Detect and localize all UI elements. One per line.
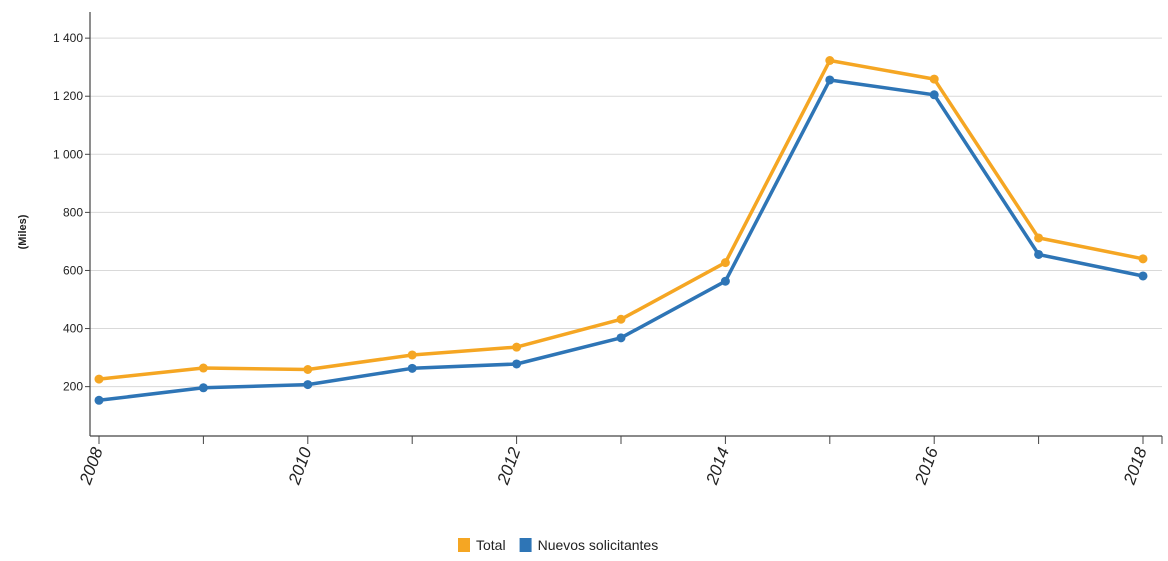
data-point: [825, 55, 835, 65]
data-point: [1138, 271, 1148, 281]
x-tick-label: 2012: [493, 444, 524, 487]
x-tick-label: 2010: [284, 444, 315, 487]
data-point: [303, 380, 313, 390]
y-tick-label: 1 400: [53, 31, 83, 45]
x-tick-label: 2016: [911, 444, 942, 487]
legend-swatch: [519, 538, 532, 552]
data-point: [720, 258, 730, 268]
y-axis-label: (Miles): [17, 214, 29, 249]
data-points: [94, 55, 1148, 405]
data-point: [407, 350, 417, 360]
y-axis-label-group: (Miles): [17, 214, 29, 249]
series-line: [97, 78, 1145, 403]
series-line: [97, 58, 1145, 381]
data-point: [198, 363, 208, 373]
data-point: [929, 90, 939, 100]
data-point: [825, 75, 835, 85]
legend: Total Nuevos solicitantes: [458, 537, 658, 553]
x-tick-label: 2008: [76, 444, 107, 487]
data-point: [512, 359, 522, 369]
data-point: [94, 374, 104, 384]
legend-label: Total: [476, 537, 506, 553]
data-point: [929, 74, 939, 84]
legend-label: Nuevos solicitantes: [538, 537, 659, 553]
y-tick-label: 1 200: [53, 89, 83, 103]
data-point: [198, 383, 208, 393]
y-tick-label: 1 000: [53, 147, 83, 161]
data-point: [1138, 254, 1148, 264]
y-tick-label: 800: [63, 205, 83, 219]
gridlines: [90, 37, 1162, 388]
data-point: [512, 342, 522, 352]
legend-swatch: [458, 538, 470, 552]
axes: 200 400 600 800 1 000 1 200 1 400 2008 2010 2012 2…: [53, 12, 1163, 488]
data-point: [407, 363, 417, 373]
data-point: [720, 276, 730, 286]
data-point: [1034, 249, 1044, 259]
y-tick-label: 400: [63, 322, 83, 336]
data-point: [616, 314, 626, 324]
y-tick-label: 600: [63, 263, 83, 277]
data-point: [94, 395, 104, 405]
data-point: [303, 364, 313, 374]
data-point: [1034, 233, 1044, 243]
x-tick-label: 2014: [702, 445, 733, 488]
series-lines: [97, 58, 1145, 403]
y-tick-label: 200: [63, 380, 83, 394]
data-point: [616, 333, 626, 343]
x-tick-label: 2018: [1120, 444, 1151, 487]
